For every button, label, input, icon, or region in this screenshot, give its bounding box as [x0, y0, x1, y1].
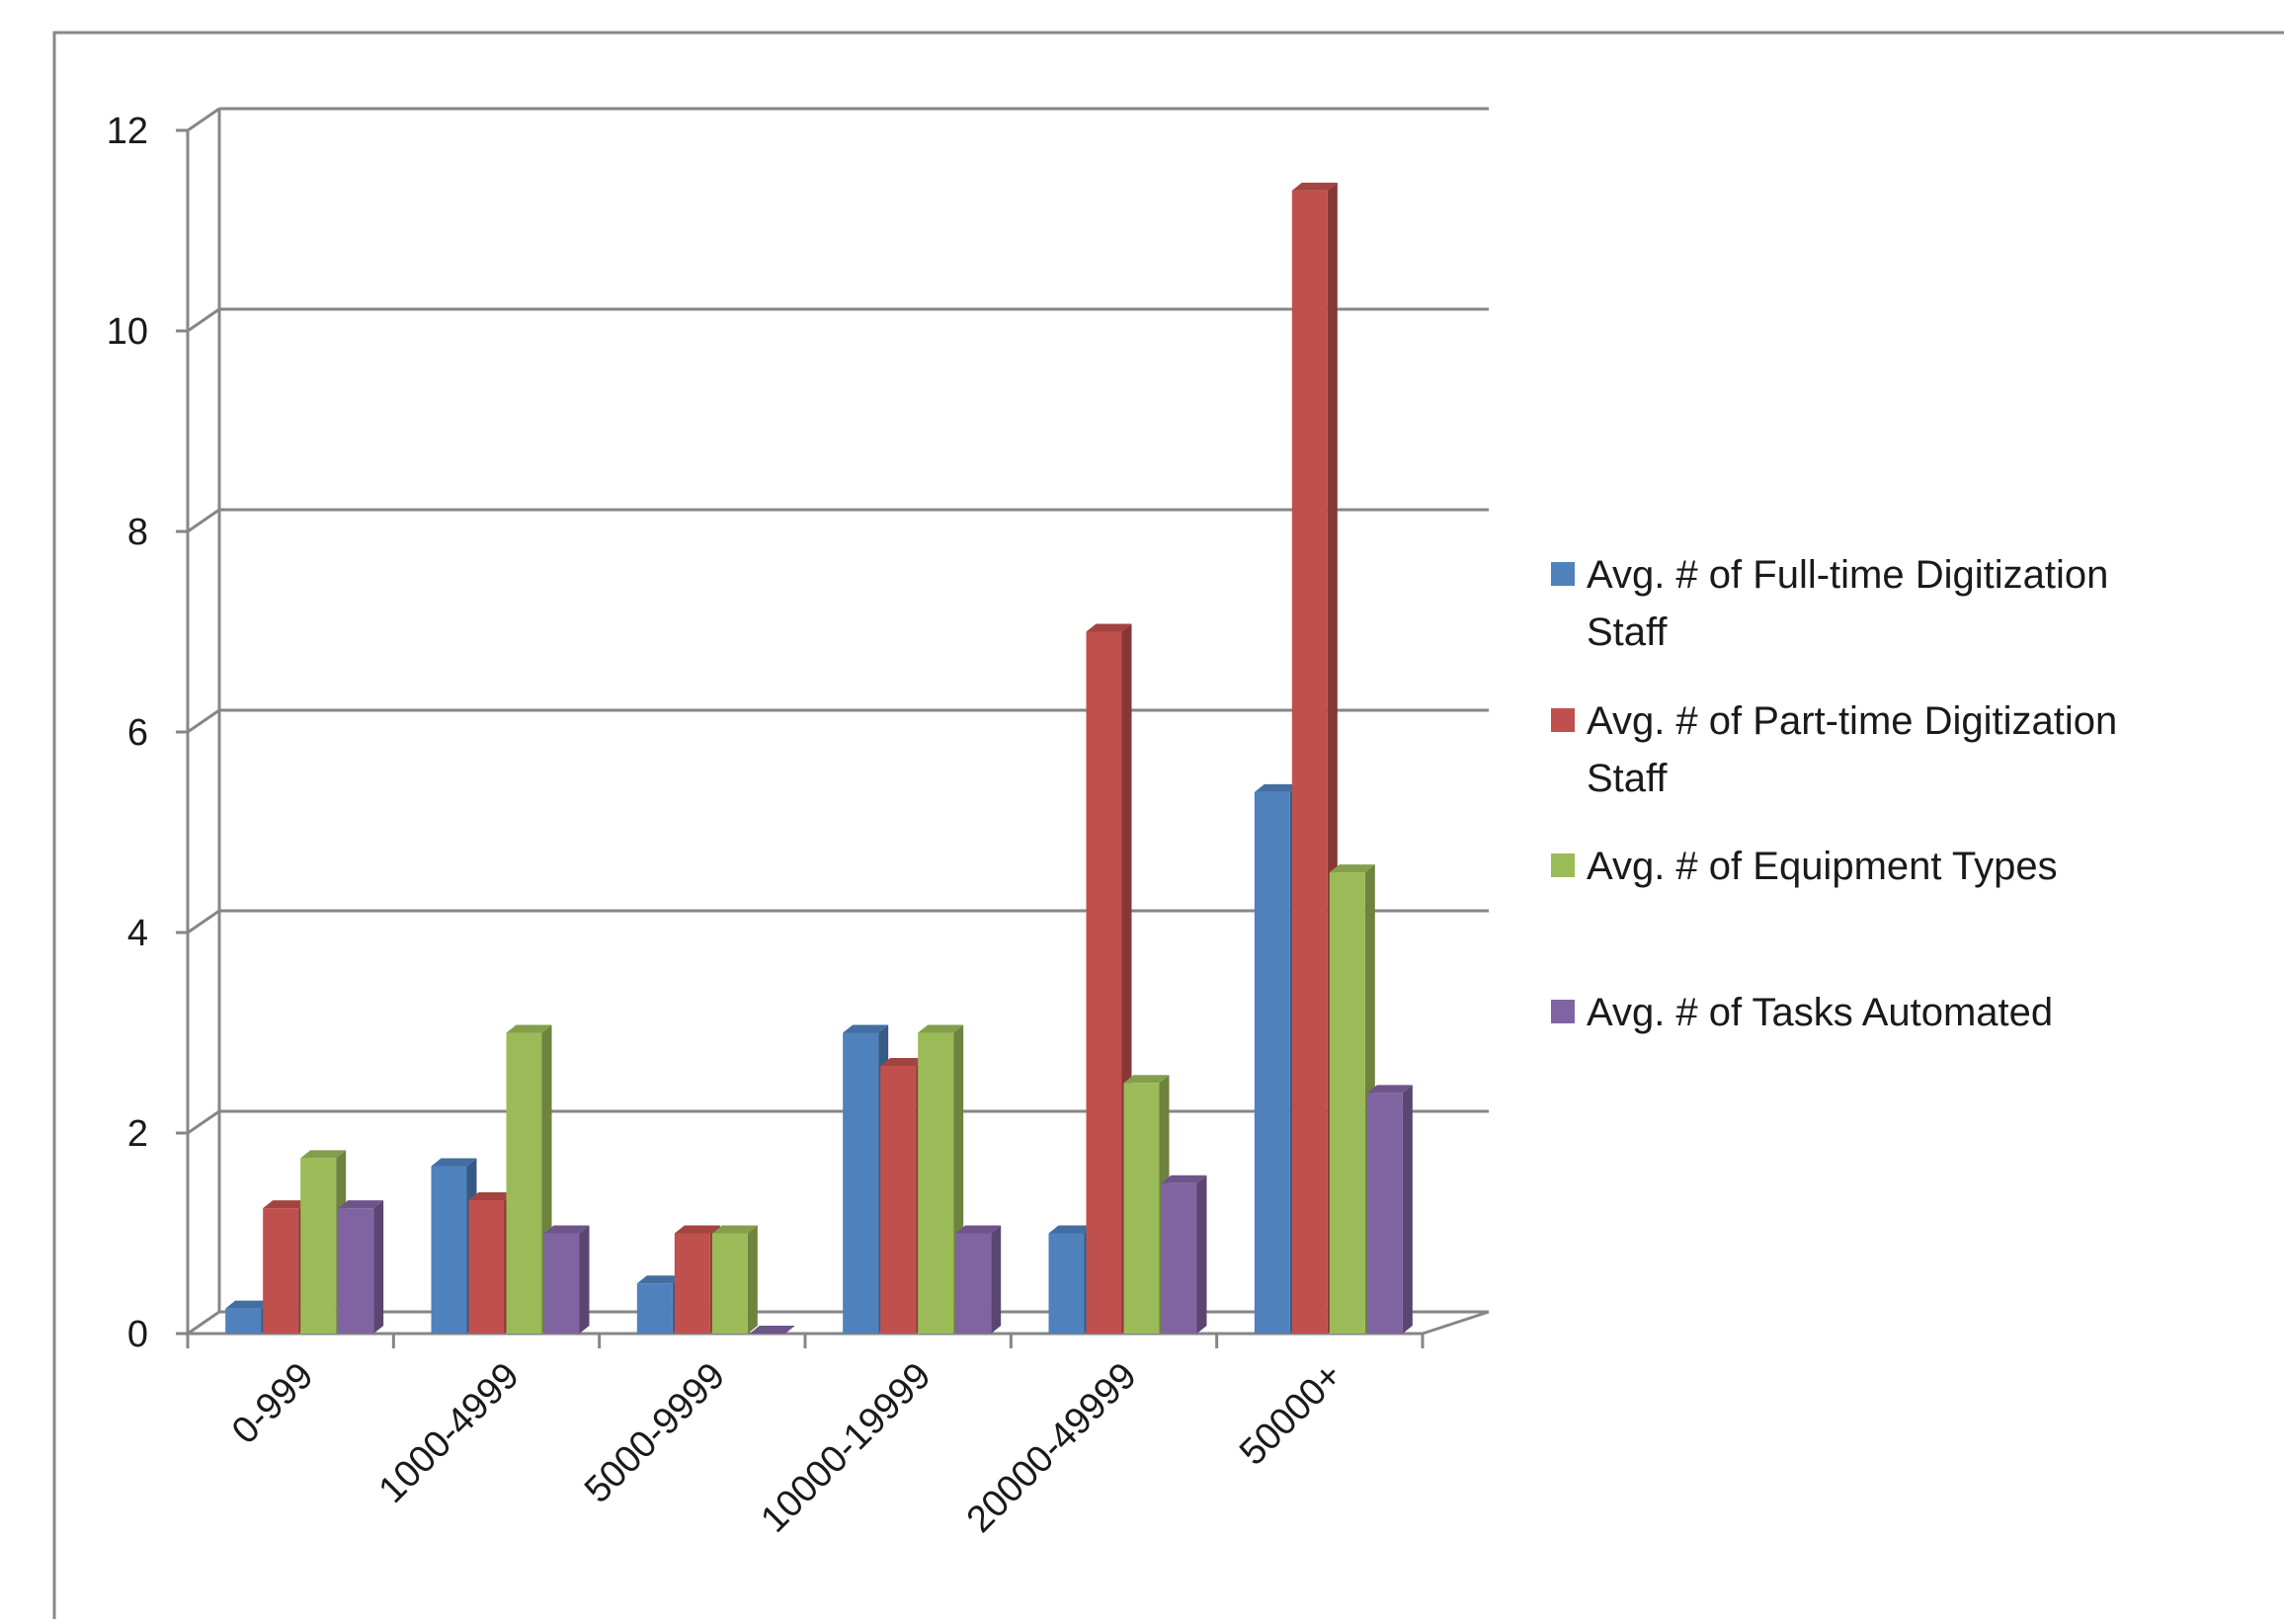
gridline-wall-edge [187, 508, 220, 533]
bar [749, 1326, 795, 1334]
axes [176, 109, 1490, 1348]
legend-label: Avg. # of Equipment Types [1587, 845, 2058, 888]
legend-swatch [1551, 708, 1575, 732]
gridline-wall-edge [187, 307, 220, 333]
y-tick-label: 4 [127, 913, 148, 954]
gridline-wall-edge [187, 1109, 220, 1135]
gridline-wall-edge [187, 107, 220, 132]
gridline-wall-edge [187, 909, 220, 934]
y-tick-label: 12 [107, 111, 148, 152]
bar [711, 1225, 758, 1334]
bar [543, 1225, 590, 1334]
legend-swatch [1551, 853, 1575, 877]
legend-label: Avg. # of Full-time Digitization Staff [1587, 553, 2108, 654]
legend-item: Avg. # of Part-time Digitization Staff [1551, 699, 2117, 800]
gridlines [187, 107, 1489, 1336]
legend-swatch [1551, 562, 1575, 586]
bar [1366, 1085, 1413, 1334]
y-tick-label: 0 [127, 1314, 148, 1355]
bar [1161, 1175, 1207, 1334]
chart-border [52, 31, 2284, 1624]
bar [955, 1225, 1002, 1334]
legend-item: Avg. # of Tasks Automated [1551, 991, 2053, 1034]
y-tick-label: 2 [127, 1113, 148, 1155]
bar [338, 1200, 384, 1334]
floor-edge [1422, 1310, 1490, 1336]
bars [225, 182, 1413, 1334]
y-tick-label: 6 [127, 712, 148, 754]
y-tick-label: 8 [127, 512, 148, 553]
legend-label: Avg. # of Part-time Digitization Staff [1587, 699, 2117, 800]
bar [1086, 623, 1132, 1334]
legend-item: Avg. # of Equipment Types [1551, 845, 2058, 888]
gridline-wall-edge [187, 1310, 220, 1336]
legend-swatch [1551, 1000, 1575, 1023]
y-tick-label: 10 [107, 311, 148, 353]
legend: Avg. # of Full-time Digitization Staff Avg… [1551, 553, 2117, 1034]
legend-item: Avg. # of Full-time Digitization Staff [1551, 553, 2108, 654]
legend-label: Avg. # of Tasks Automated [1587, 991, 2053, 1034]
gridline-wall-edge [187, 708, 220, 734]
